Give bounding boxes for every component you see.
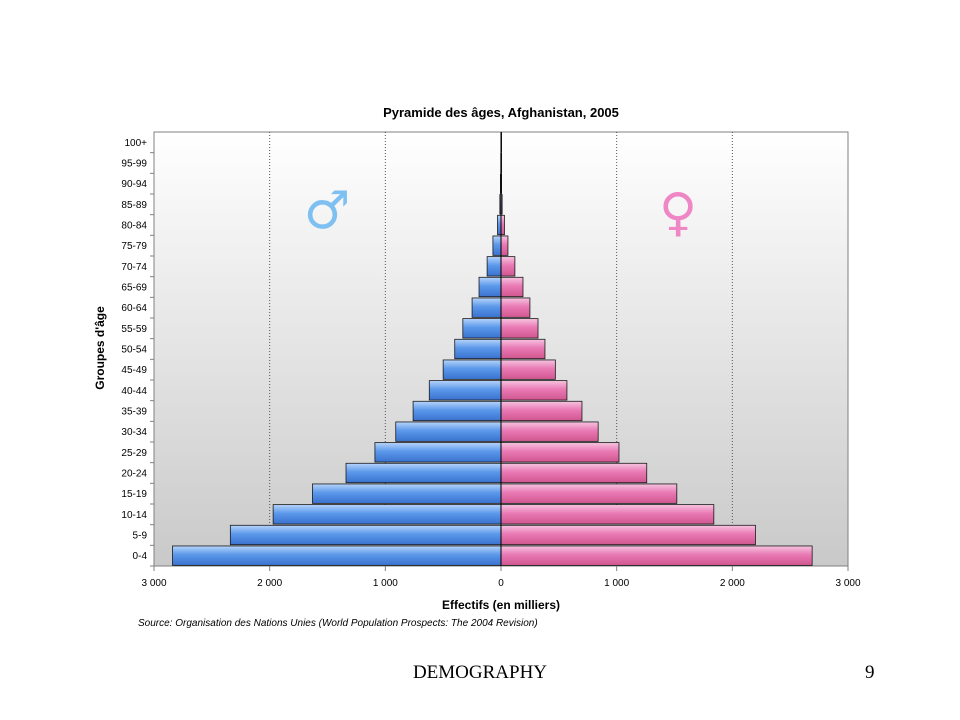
page-number: 9 [865, 662, 875, 683]
male-bar-75-79 [492, 235, 502, 256]
male-bar-35-39 [412, 400, 502, 422]
female-bar-45-49 [500, 359, 556, 380]
y-tick-label: 90-94 [121, 179, 147, 190]
gridlines [269, 132, 733, 566]
chart-source: Source: Organisation des Nations Unies (… [138, 618, 538, 629]
x-tick-label: 1 000 [373, 578, 398, 589]
male-bar-20-24 [345, 462, 502, 484]
y-tick-label: 15-19 [121, 489, 147, 500]
male-bar-25-29 [374, 442, 502, 463]
female-symbol-icon: ♀ [659, 183, 697, 243]
female-bar-80-84 [500, 214, 505, 236]
y-tick-label: 25-29 [121, 448, 147, 459]
x-tick-label: 2 000 [257, 578, 282, 589]
y-tick-label: 55-59 [121, 324, 147, 335]
female-bar-50-54 [500, 338, 546, 360]
y-tick-label: 0-4 [133, 551, 148, 562]
male-bar-30-34 [395, 421, 502, 442]
female-bar-35-39 [500, 400, 583, 422]
y-tick-label: 75-79 [121, 241, 147, 252]
female-bar-0-4 [500, 545, 813, 566]
y-tick-label: 45-49 [121, 365, 147, 376]
y-tick-label: 60-64 [121, 303, 147, 314]
y-tick-label: 30-34 [121, 427, 147, 438]
x-tick-label: 0 [498, 578, 504, 589]
x-tick-label: 1 000 [604, 578, 629, 589]
female-bar-60-64 [500, 297, 531, 318]
y-tick-label: 35-39 [121, 407, 147, 418]
x-tick-labels: 3 000 2 000 1 000 0 1 000 2 000 3 000 [141, 566, 861, 589]
y-tick-labels: 0-4 5-9 10-14 15-19 20-24 25-29 30-34 35-39 40-4… [121, 138, 154, 567]
female-bar-55-59 [500, 318, 539, 339]
female-bar-5-9 [500, 524, 756, 546]
male-bar-10-14 [272, 504, 502, 525]
male-bar-70-74 [486, 256, 502, 277]
female-bar-25-29 [500, 442, 620, 463]
x-tick-label: 3 000 [141, 578, 166, 589]
female-bar-70-74 [500, 256, 516, 277]
y-tick-label: 20-24 [121, 469, 147, 480]
y-tick-label: 10-14 [121, 510, 147, 521]
bars-group [172, 132, 813, 566]
female-bar-10-14 [500, 504, 715, 525]
male-bar-65-69 [478, 276, 502, 298]
male-bar-50-54 [454, 338, 502, 360]
male-bar-45-49 [442, 359, 502, 380]
male-bar-40-44 [428, 380, 502, 401]
x-tick-label: 3 000 [835, 578, 860, 589]
y-tick-label: 50-54 [121, 345, 147, 356]
female-bar-20-24 [500, 462, 648, 484]
population-pyramid-chart: Pyramide des âges, Afghanistan, 2005 0-4… [93, 105, 861, 612]
female-bar-65-69 [500, 276, 524, 298]
female-bar-15-19 [500, 483, 678, 504]
male-bar-0-4 [172, 545, 502, 566]
male-bar-15-19 [312, 483, 502, 504]
y-tick-label: 40-44 [121, 386, 147, 397]
male-bar-5-9 [229, 524, 502, 546]
y-tick-label: 5-9 [133, 531, 148, 542]
male-bar-60-64 [471, 297, 502, 318]
female-bar-30-34 [500, 421, 599, 442]
male-symbol-icon: ♂ [304, 181, 351, 241]
y-tick-label: 70-74 [121, 262, 147, 273]
male-bar-55-59 [462, 318, 502, 339]
male-bar-80-84 [497, 214, 502, 236]
y-tick-label: 65-69 [121, 283, 147, 294]
y-tick-label: 100+ [124, 138, 147, 149]
female-bar-75-79 [500, 235, 509, 256]
y-tick-label: 95-99 [121, 159, 147, 170]
y-axis-label: Groupes d'âge [93, 306, 107, 390]
y-tick-label: 85-89 [121, 200, 147, 211]
footer-label: DEMOGRAPHY [412, 662, 548, 683]
female-bar-40-44 [500, 380, 568, 401]
chart-title: Pyramide des âges, Afghanistan, 2005 [383, 105, 619, 120]
y-tick-label: 80-84 [121, 221, 147, 232]
x-tick-label: 2 000 [720, 578, 745, 589]
x-axis-label: Effectifs (en milliers) [442, 598, 560, 612]
